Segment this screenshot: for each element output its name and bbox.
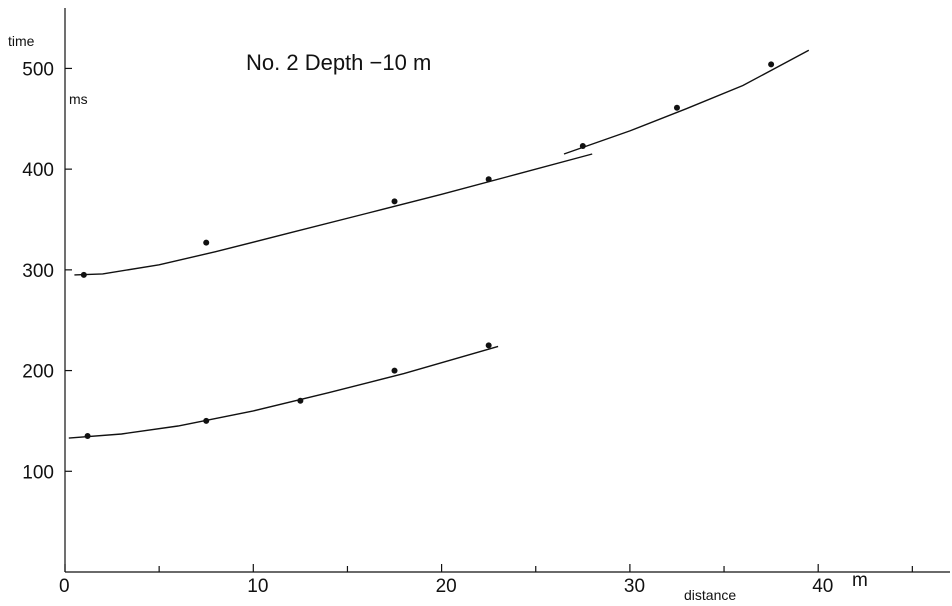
y-axis-unit: ms xyxy=(69,91,88,107)
fit-curves xyxy=(68,49,810,439)
data-point xyxy=(485,342,492,349)
data-point xyxy=(768,61,775,68)
data-point xyxy=(80,271,87,278)
fit-curve-series-1 xyxy=(563,49,810,155)
data-point xyxy=(203,239,210,246)
axes xyxy=(64,8,950,573)
y-tick-label: 400 xyxy=(22,160,54,181)
x-axis-unit: m xyxy=(852,570,868,591)
x-axis-title: distance xyxy=(684,587,736,603)
tick-labels: 0 10 20 30 40 100 200 300 400 500 xyxy=(22,59,833,597)
y-tick-label: 300 xyxy=(22,261,54,282)
data-point xyxy=(297,397,304,404)
data-point xyxy=(203,417,210,424)
x-tick-label: 30 xyxy=(624,576,645,597)
tick-marks xyxy=(64,67,913,572)
y-axis-title: time xyxy=(8,33,35,49)
data-point xyxy=(485,176,492,183)
y-tick-label: 200 xyxy=(22,362,54,383)
data-point xyxy=(84,433,91,440)
fit-curve-series-1 xyxy=(74,153,593,276)
chart-title: No. 2 Depth −10 m xyxy=(246,50,431,75)
y-tick-label: 500 xyxy=(22,59,54,80)
data-point xyxy=(391,198,398,205)
y-tick-label: 100 xyxy=(22,462,54,483)
x-tick-label: 0 xyxy=(59,576,70,597)
fit-curve-series-2 xyxy=(68,345,499,439)
data-points xyxy=(80,61,775,440)
x-tick-label: 10 xyxy=(247,576,268,597)
data-point xyxy=(579,142,586,149)
x-tick-label: 20 xyxy=(436,576,457,597)
data-point xyxy=(673,104,680,111)
data-point xyxy=(391,367,398,374)
x-tick-label: 40 xyxy=(812,576,833,597)
